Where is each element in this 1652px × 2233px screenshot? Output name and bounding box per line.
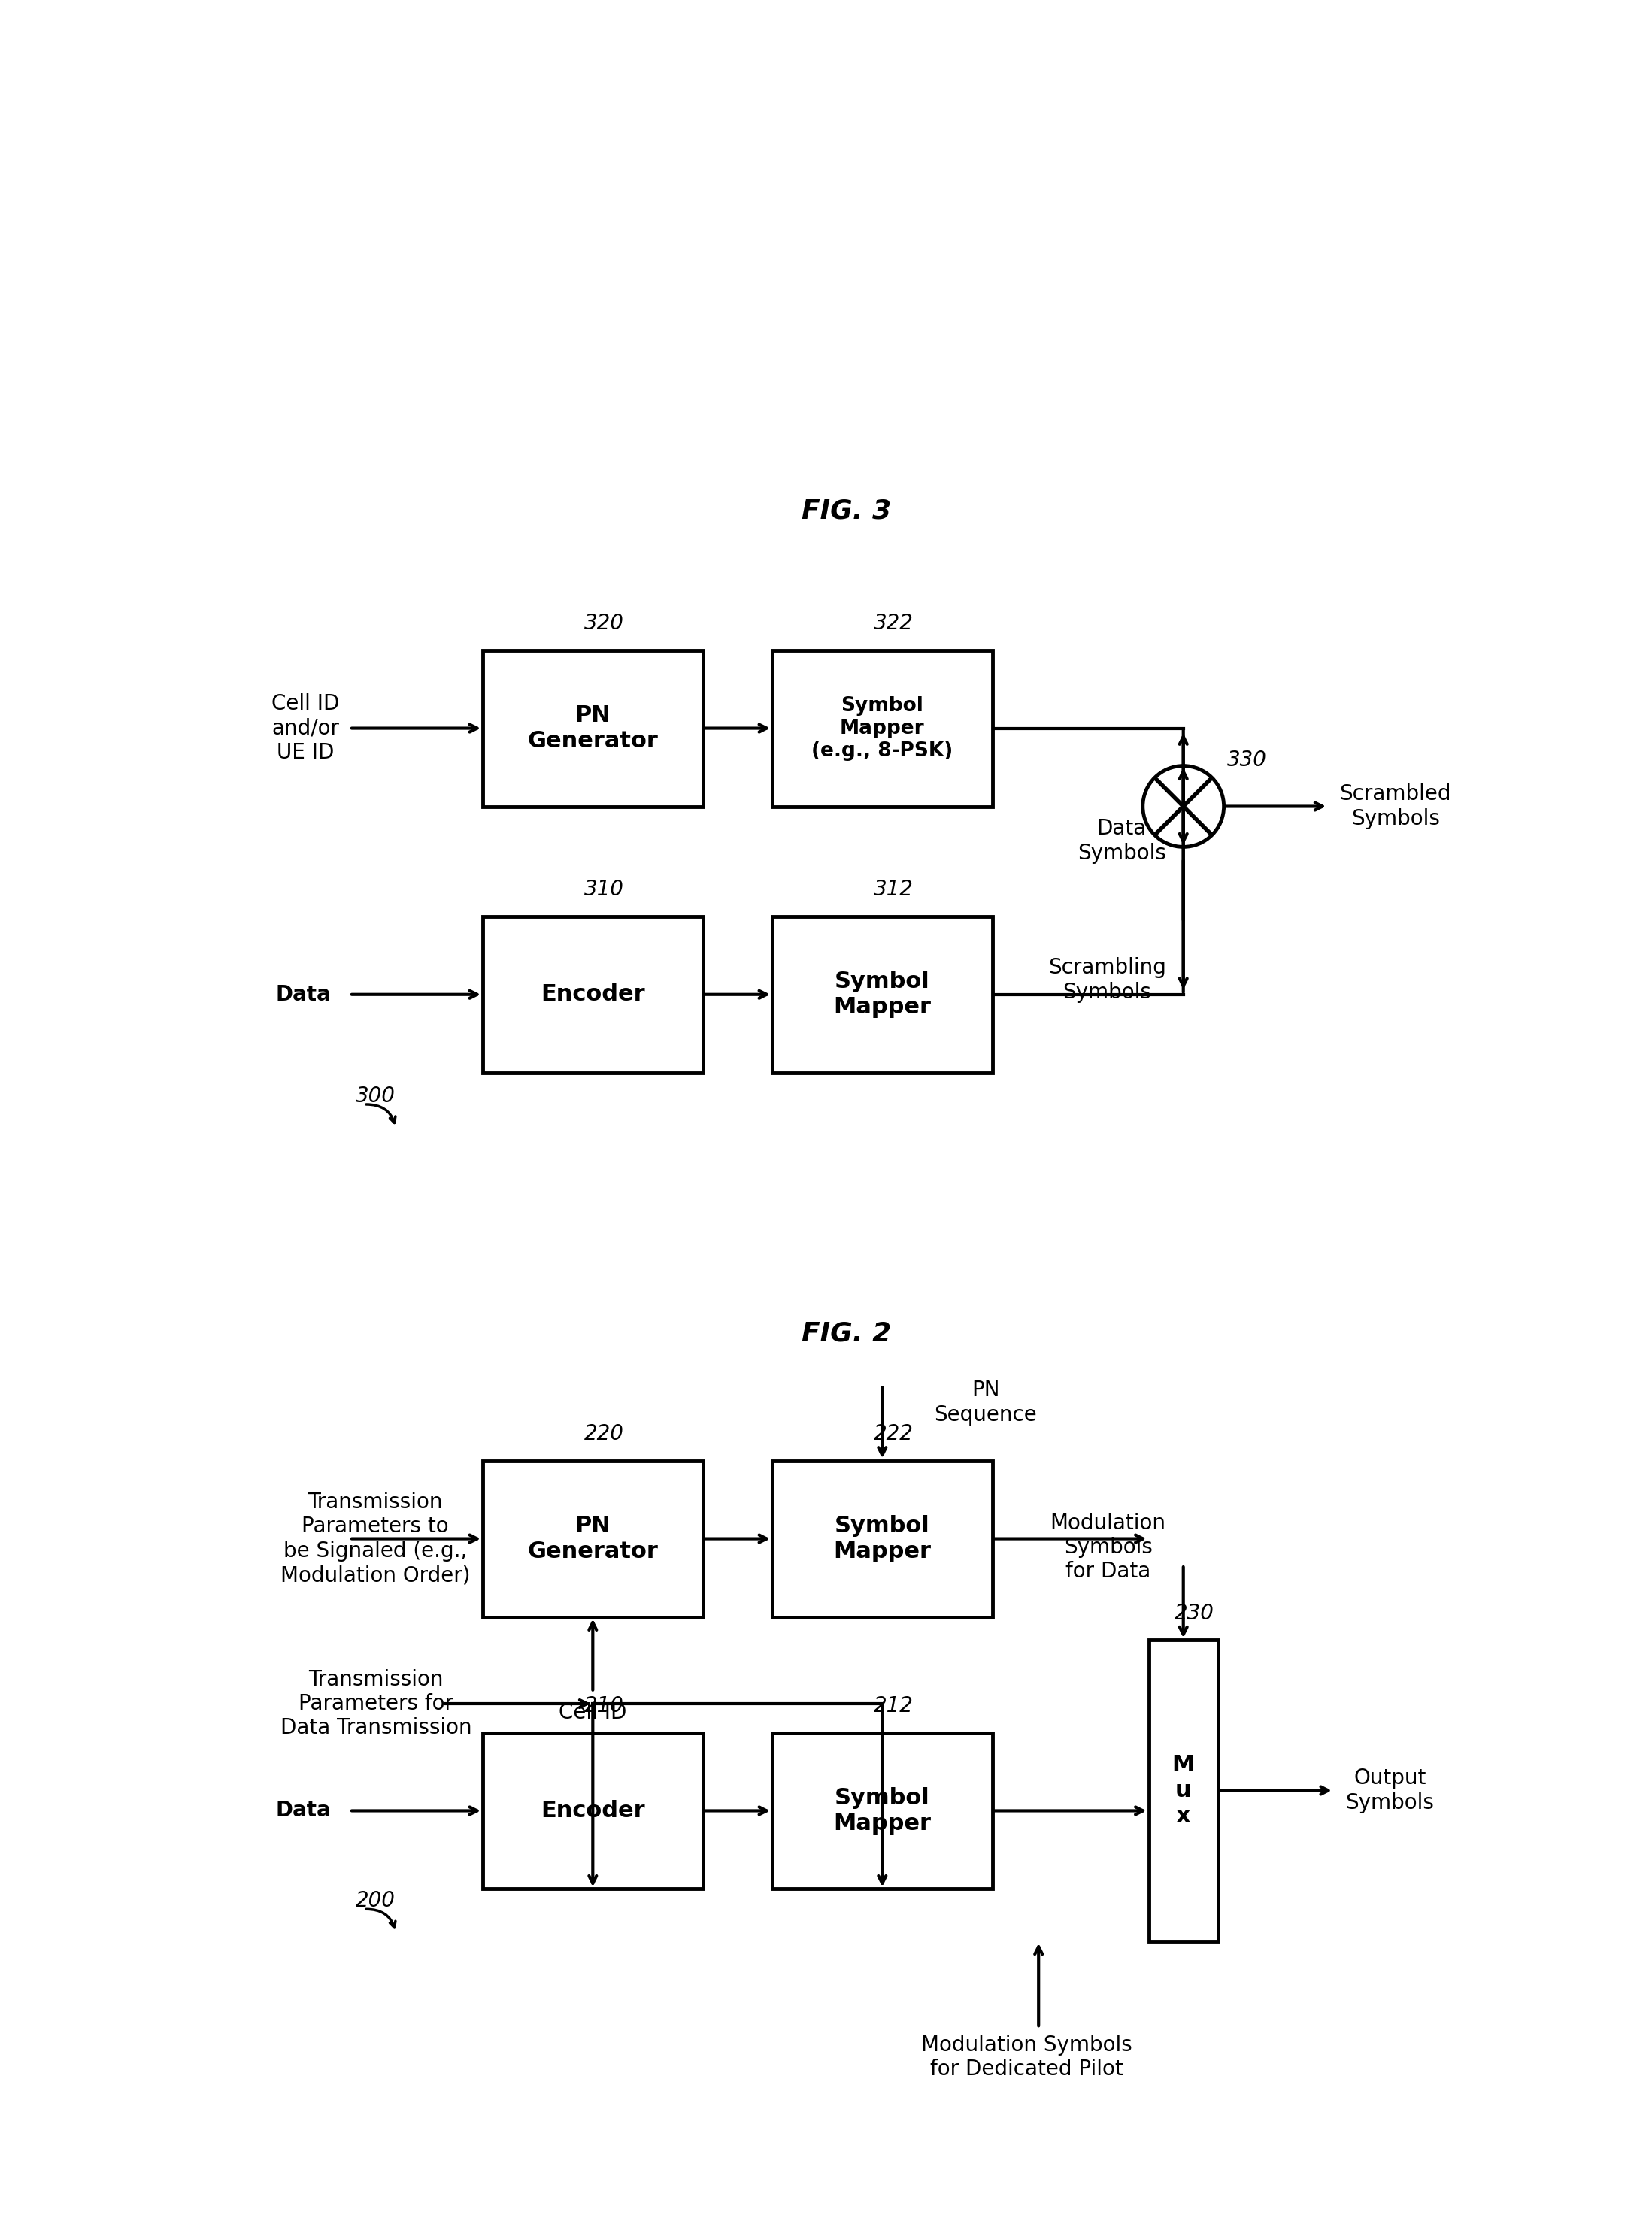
- Text: PN
Sequence: PN Sequence: [935, 1380, 1037, 1425]
- Bar: [771, 1460, 993, 1617]
- Text: Scrambling
Symbols: Scrambling Symbols: [1047, 958, 1166, 1003]
- Bar: [482, 1733, 702, 1889]
- Text: 310: 310: [585, 880, 624, 900]
- Text: 330: 330: [1227, 750, 1267, 770]
- Text: FIG. 2: FIG. 2: [801, 1320, 890, 1346]
- Text: Symbol
Mapper: Symbol Mapper: [833, 971, 932, 1018]
- Text: Output
Symbols: Output Symbols: [1345, 1769, 1434, 1813]
- Text: Data
Symbols: Data Symbols: [1077, 817, 1166, 864]
- Bar: [771, 650, 993, 806]
- Bar: [1148, 1639, 1218, 1940]
- Text: 220: 220: [585, 1422, 624, 1445]
- Text: PN
Generator: PN Generator: [527, 706, 657, 753]
- Text: 312: 312: [874, 880, 914, 900]
- Text: 212: 212: [874, 1695, 914, 1717]
- Text: 320: 320: [585, 612, 624, 634]
- Text: Encoder: Encoder: [540, 983, 644, 1005]
- Text: 222: 222: [874, 1422, 914, 1445]
- Text: Modulation Symbols
for Dedicated Pilot: Modulation Symbols for Dedicated Pilot: [922, 2034, 1133, 2079]
- Text: Modulation
Symbols
for Data: Modulation Symbols for Data: [1051, 1512, 1166, 1583]
- Text: Data: Data: [276, 1800, 330, 1822]
- Text: Transmission
Parameters for
Data Transmission: Transmission Parameters for Data Transmi…: [281, 1668, 471, 1740]
- Text: 300: 300: [355, 1085, 395, 1105]
- Circle shape: [1143, 766, 1224, 846]
- Text: Cell ID: Cell ID: [558, 1702, 626, 1724]
- Text: Cell ID
and/or
UE ID: Cell ID and/or UE ID: [271, 692, 339, 764]
- Text: PN
Generator: PN Generator: [527, 1516, 657, 1563]
- Text: Symbol
Mapper: Symbol Mapper: [833, 1786, 932, 1833]
- Text: Encoder: Encoder: [540, 1800, 644, 1822]
- Text: Data: Data: [276, 985, 330, 1005]
- Text: 322: 322: [874, 612, 914, 634]
- Text: M
u
x: M u x: [1171, 1755, 1194, 1827]
- Text: Symbol
Mapper
(e.g., 8-PSK): Symbol Mapper (e.g., 8-PSK): [811, 697, 953, 761]
- Bar: [482, 650, 702, 806]
- Text: Scrambled
Symbols: Scrambled Symbols: [1340, 784, 1452, 828]
- Text: FIG. 3: FIG. 3: [801, 498, 890, 525]
- Text: 230: 230: [1175, 1603, 1214, 1623]
- Bar: [482, 1460, 702, 1617]
- Bar: [771, 916, 993, 1072]
- Text: 200: 200: [355, 1889, 395, 1911]
- Bar: [482, 916, 702, 1072]
- Bar: [771, 1733, 993, 1889]
- Text: Transmission
Parameters to
be Signaled (e.g.,
Modulation Order): Transmission Parameters to be Signaled (…: [281, 1492, 469, 1585]
- Text: Symbol
Mapper: Symbol Mapper: [833, 1516, 932, 1563]
- Text: 210: 210: [585, 1695, 624, 1717]
